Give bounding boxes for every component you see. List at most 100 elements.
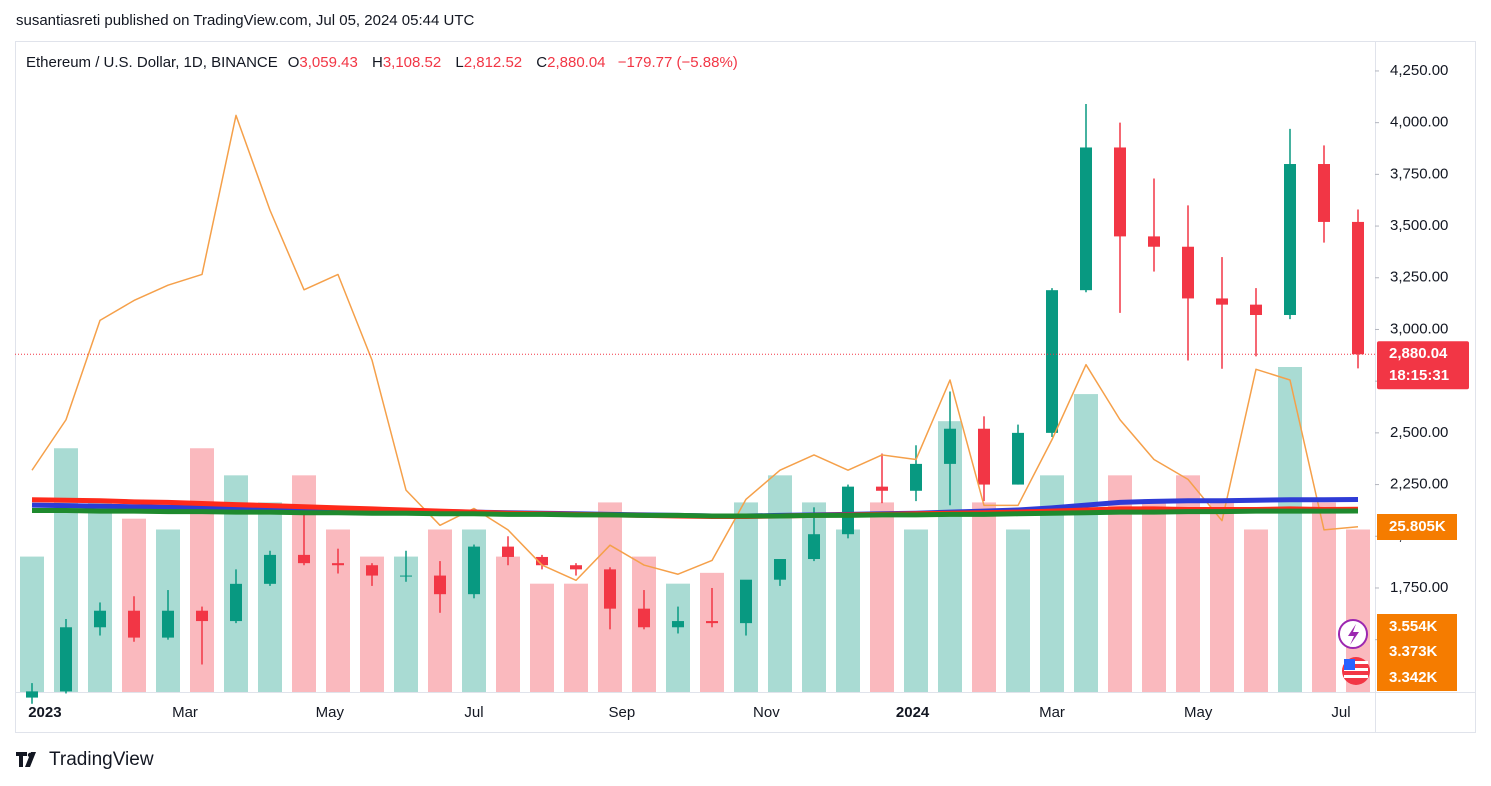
y-tick-label: 2,500.00	[1390, 424, 1448, 441]
value-label-box	[1377, 514, 1457, 540]
volume-bar	[1312, 502, 1336, 692]
x-tick-label: May	[316, 704, 345, 721]
legend-value: 3,059.43	[299, 54, 357, 71]
flag-stripe	[1344, 675, 1368, 678]
candle-body	[1182, 246, 1194, 299]
candle-body	[400, 575, 412, 577]
candle-body	[774, 559, 786, 580]
candle-body	[1318, 164, 1330, 222]
y-tick-label: 3,750.00	[1390, 165, 1448, 182]
candle-body	[978, 428, 990, 485]
candle-body	[230, 583, 242, 622]
value-label-box	[1377, 614, 1457, 640]
footer: TradingView	[16, 749, 154, 770]
legend-ohlc: O3,059.43 H3,108.52 L2,812.52 C2,880.04 …	[288, 54, 738, 71]
candle-body	[366, 565, 378, 576]
volume	[20, 367, 1370, 692]
volume-bar	[496, 556, 520, 692]
x-tick-label: Jul	[1331, 704, 1350, 721]
candle-body	[672, 621, 684, 628]
value-label: 3.554K	[1389, 618, 1438, 635]
volume-bar	[904, 529, 928, 692]
candle-body	[1080, 147, 1092, 291]
countdown: 18:15:31	[1389, 367, 1449, 384]
y-tick-label: 3,500.00	[1390, 217, 1448, 234]
legend-value: 3,108.52	[383, 54, 441, 71]
legend-change: −179.77 (−5.88%)	[618, 54, 738, 71]
candle-body	[706, 621, 718, 624]
legend-value: 2,812.52	[464, 54, 522, 71]
volume-bar	[530, 583, 554, 692]
indicator-line	[31, 114, 1359, 582]
x-tick-label: Sep	[609, 704, 636, 721]
x-tick-label: 2023	[28, 704, 61, 721]
legend-value: 2,880.04	[547, 54, 605, 71]
plot	[15, 104, 1375, 704]
volume-bar	[666, 583, 690, 692]
candle-body	[468, 546, 480, 595]
lightning-icon	[1348, 624, 1359, 645]
candle-body	[944, 428, 956, 464]
candle-body	[502, 546, 514, 557]
legend: Ethereum / U.S. Dollar, 1D, BINANCE O3,0…	[26, 54, 738, 71]
volume-bar	[1142, 502, 1166, 692]
x-tick-label: Mar	[172, 704, 198, 721]
candle-body	[1216, 298, 1228, 305]
value-label-box	[1377, 665, 1457, 691]
axis-labels: 25.805K 3.554K 3.373K 3.342K 2,880.04 18:15:3…	[1377, 341, 1469, 691]
x-tick-label: 2024	[896, 704, 930, 721]
candle-body	[876, 486, 888, 491]
x-tick-label: Mar	[1039, 704, 1065, 721]
candle-body	[298, 554, 310, 564]
candle-body	[162, 610, 174, 638]
y-tick-label: 4,000.00	[1390, 114, 1448, 131]
published-line: susantiasreti published on TradingView.c…	[16, 12, 475, 29]
brand-name: TradingView	[49, 749, 154, 770]
volume-bar	[1278, 367, 1302, 692]
candle-body	[196, 610, 208, 622]
candle-body	[910, 463, 922, 491]
y-tick-label: 3,000.00	[1390, 320, 1448, 337]
icons	[1338, 619, 1370, 685]
y-tick-label: 3,250.00	[1390, 269, 1448, 286]
candle-body	[1114, 147, 1126, 237]
flag-stripe	[1344, 661, 1368, 664]
volume-bar	[972, 502, 996, 692]
volume-ma-line	[32, 508, 1359, 519]
x-tick-label: Jul	[464, 704, 483, 721]
candle-body	[740, 579, 752, 624]
candle-body	[264, 554, 276, 584]
value-label: 3.342K	[1389, 669, 1438, 686]
legend-key: H	[372, 54, 383, 71]
candle-body	[60, 627, 72, 692]
candle-body	[570, 565, 582, 570]
candle-body	[1148, 236, 1160, 247]
candle-body	[1352, 221, 1364, 355]
legend-key: C	[536, 54, 547, 71]
volume-bar	[1244, 529, 1268, 692]
candle-body	[1046, 290, 1058, 433]
legend-key: L	[455, 54, 463, 71]
flag-stripe	[1344, 668, 1368, 671]
candle-body	[128, 610, 140, 638]
volume-bar	[1210, 502, 1234, 692]
candle-body	[1250, 304, 1262, 315]
candle-body	[94, 610, 106, 628]
candle-body	[434, 575, 446, 595]
candle-body	[842, 486, 854, 535]
candle-body	[638, 608, 650, 628]
volume-bar	[1074, 394, 1098, 692]
candle-body	[1284, 164, 1296, 315]
candle-body	[26, 691, 38, 698]
brand-logo-dot	[27, 752, 33, 758]
chart-frame	[15, 41, 1476, 733]
candle-body	[332, 563, 344, 566]
candle-body	[1012, 432, 1024, 485]
volume-bar	[258, 502, 282, 692]
y-tick-label: 2,250.00	[1390, 476, 1448, 493]
value-label: 3.373K	[1389, 643, 1438, 660]
x-tick-label: May	[1184, 704, 1213, 721]
legend-symbol: Ethereum / U.S. Dollar, 1D, BINANCE	[26, 54, 278, 71]
